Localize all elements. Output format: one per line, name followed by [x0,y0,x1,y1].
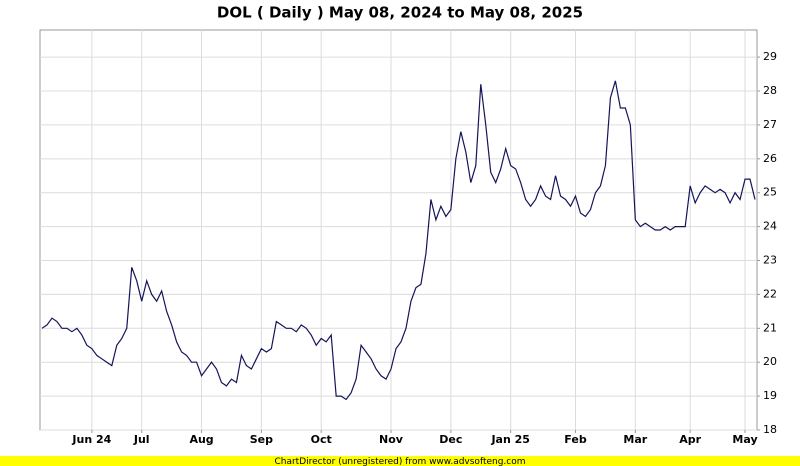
x-tick-label: Jul [133,433,150,446]
y-tick-label: 29 [763,50,777,63]
x-tick-label: Feb [564,433,587,446]
footer-bar [0,456,800,466]
x-tick-label: Jun 24 [71,433,111,446]
y-tick-label: 24 [763,220,777,233]
y-tick-label: 27 [763,118,777,131]
x-tick-label: May [732,433,757,446]
y-tick-label: 26 [763,152,777,165]
y-tick-label: 18 [763,423,777,436]
y-tick-label: 28 [763,84,777,97]
y-tick-label: 21 [763,321,777,334]
price-line [41,80,756,401]
x-tick-label: Sep [250,433,273,446]
x-tick-label: Mar [623,433,647,446]
footer: ChartDirector (unregistered) from www.ad… [274,457,525,466]
x-tick-label: Apr [679,433,701,446]
y-tick-label: 23 [763,254,777,267]
y-tick-label: 20 [763,355,777,368]
x-tick-label: Aug [189,433,213,446]
x-tick-label: Jan 25 [490,433,529,446]
x-tick-label: Dec [439,433,462,446]
y-tick-label: 22 [763,287,777,300]
y-tick-label: 19 [763,389,777,402]
x-tick-label: Nov [379,433,404,446]
chart-title: DOL ( Daily ) May 08, 2024 to May 08, 20… [217,4,583,22]
y-tick-label: 25 [763,186,777,199]
x-tick-label: Oct [311,433,332,446]
